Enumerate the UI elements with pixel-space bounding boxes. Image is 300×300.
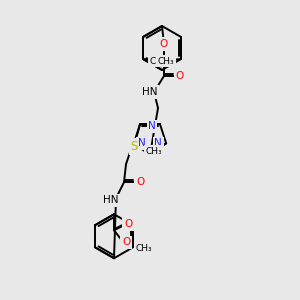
Text: CH₃: CH₃ — [136, 244, 152, 253]
Text: S: S — [130, 140, 138, 153]
Text: O: O — [136, 177, 144, 187]
Text: HN: HN — [142, 87, 158, 97]
Text: CH₃: CH₃ — [158, 56, 174, 65]
Text: O: O — [160, 39, 168, 49]
Text: HN: HN — [103, 195, 119, 205]
Text: N: N — [138, 138, 146, 148]
Text: O: O — [122, 237, 130, 247]
Text: CH₃: CH₃ — [146, 147, 162, 156]
Text: N: N — [154, 138, 162, 148]
Text: N: N — [148, 121, 156, 131]
Text: CH₃: CH₃ — [150, 56, 166, 65]
Text: O: O — [124, 219, 132, 229]
Text: O: O — [176, 71, 184, 81]
